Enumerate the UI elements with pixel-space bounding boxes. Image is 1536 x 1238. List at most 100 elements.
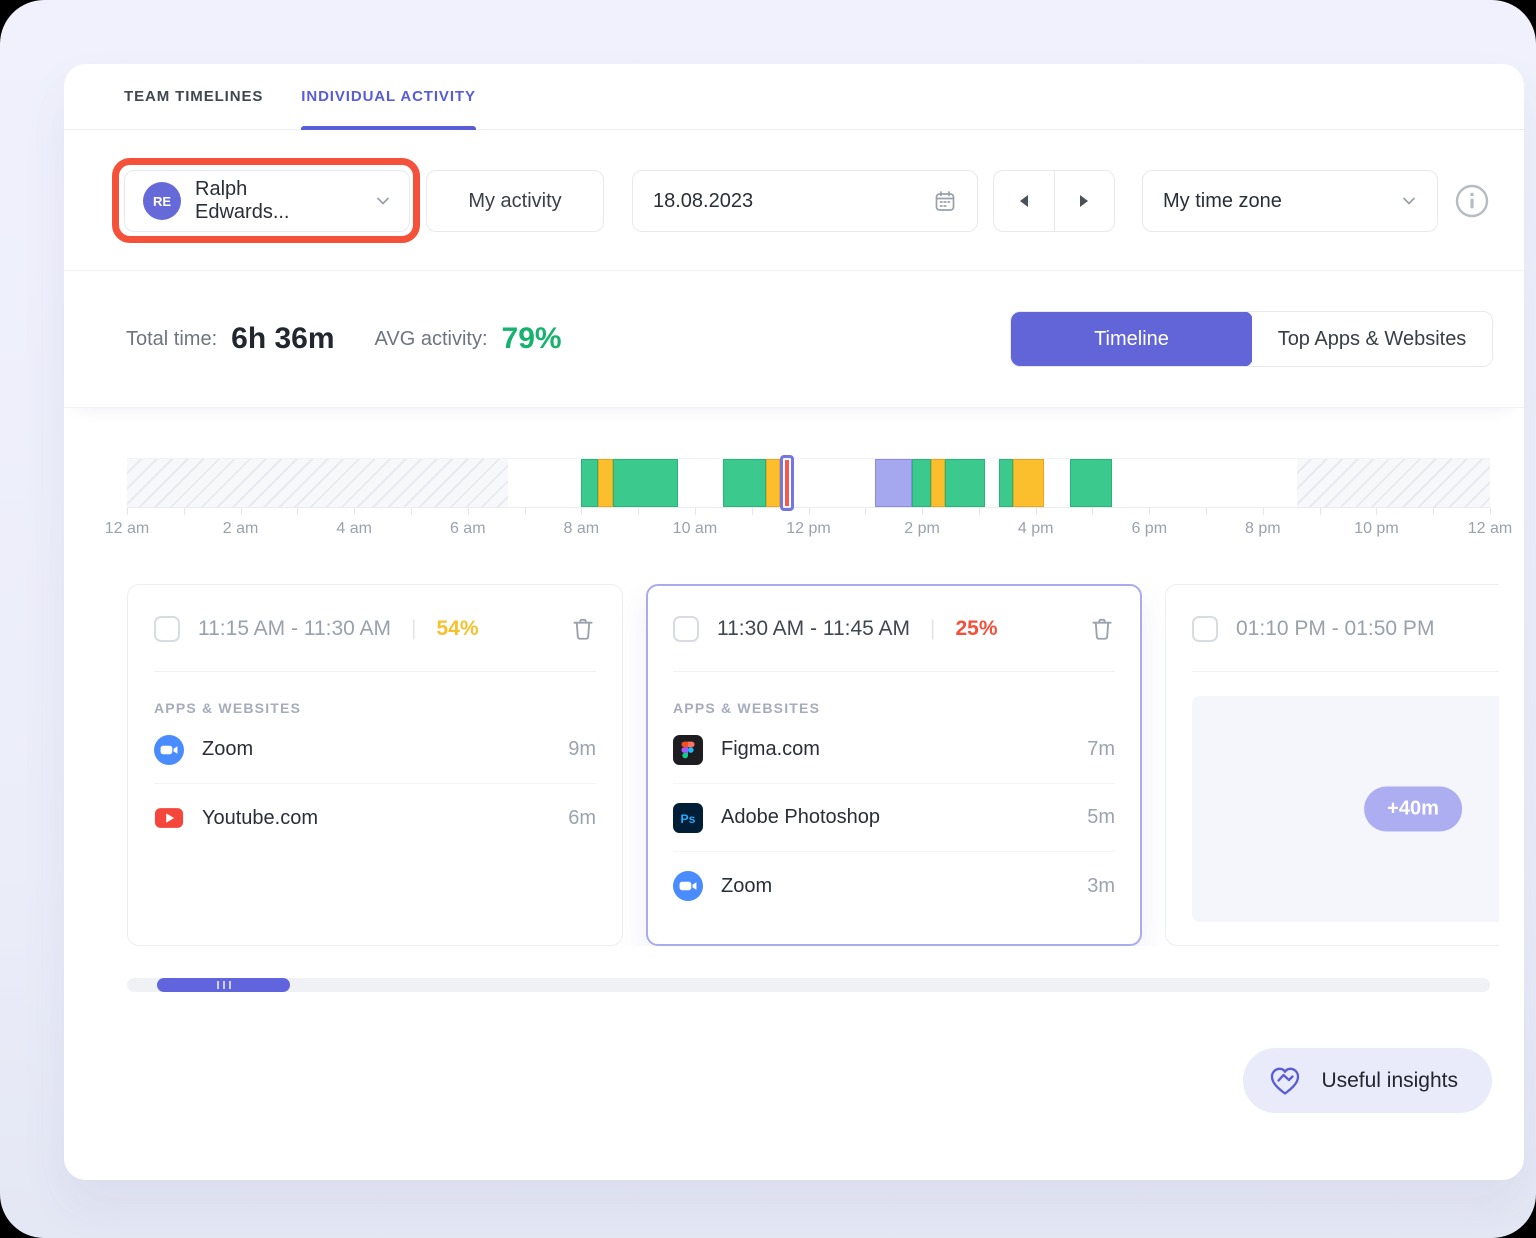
insights-label: Useful insights [1321, 1068, 1458, 1092]
timeline-segment-manual[interactable] [874, 459, 913, 507]
axis-label: 6 pm [1131, 520, 1168, 537]
axis-label: 6 am [449, 520, 486, 537]
caret-right-icon [1080, 195, 1089, 207]
timezone-value: My time zone [1163, 189, 1282, 212]
timeline-segment-idle[interactable] [598, 459, 613, 507]
my-activity-button[interactable]: My activity [426, 170, 604, 232]
axis-label: 4 pm [1017, 520, 1054, 537]
summary-bar: Total time: 6h 36m AVG activity: 79% Tim… [64, 271, 1524, 408]
axis-tick [1092, 508, 1094, 515]
cards-scrollbar-thumb[interactable] [157, 978, 290, 992]
avg-activity-label: AVG activity: [374, 327, 488, 350]
apps-section-label: APPS & WEBSITES [673, 700, 821, 716]
timeline-segment-productive[interactable] [723, 459, 766, 507]
app-name: Figma.com [721, 738, 820, 760]
app-name: Zoom [202, 738, 254, 760]
previous-day-button[interactable] [994, 171, 1054, 231]
app-duration: 5m [1087, 806, 1115, 828]
timeline-axis: 12 am 2 am 4 am 6 am 8 am 10 am 12 pm 2 pm 4 pm 6… [105, 508, 1512, 544]
axis-tick [638, 508, 640, 515]
axis-tick [467, 508, 469, 515]
interval-card[interactable]: 11:15 AM - 11:30 AM | 54% APPS & WEBSITE… [127, 584, 623, 946]
axis-label: 2 pm [904, 520, 940, 537]
interval-checkbox[interactable] [154, 616, 180, 642]
axis-tick [1262, 508, 1264, 515]
app-name: Zoom [721, 874, 773, 897]
timeline-segment-idle[interactable] [1012, 459, 1045, 507]
chevron-down-icon [375, 193, 391, 209]
timeline-segment-productive[interactable] [1069, 459, 1113, 507]
next-day-button[interactable] [1055, 171, 1115, 231]
interval-checkbox[interactable] [1192, 616, 1218, 642]
apps-section-label: APPS & WEBSITES [154, 700, 302, 716]
zoom-icon [673, 871, 703, 901]
info-icon[interactable] [1455, 184, 1489, 218]
interval-activity-percent: 25% [955, 617, 998, 640]
axis-label: 12 am [104, 520, 150, 537]
toggle-top-apps[interactable]: Top Apps & Websites [1252, 312, 1492, 366]
timeline-segment-productive[interactable] [912, 459, 931, 507]
axis-tick [1035, 508, 1037, 515]
user-dropdown-value: Ralph Edwards... [195, 178, 290, 223]
timeline-segment-productive[interactable] [581, 459, 599, 507]
axis-label: 8 am [563, 520, 600, 537]
date-picker[interactable]: 18.08.2023 [632, 170, 978, 232]
timeline-segment-productive[interactable] [944, 459, 985, 507]
calendar-icon [933, 189, 957, 213]
main-panel: TEAM TIMELINES INDIVIDUAL ACTIVITY RE Ra… [64, 64, 1524, 1180]
timeline-segment-untracked[interactable] [127, 459, 508, 507]
app-duration: 7m [1087, 738, 1115, 760]
trash-icon[interactable] [570, 616, 596, 642]
interval-checkbox[interactable] [673, 616, 699, 642]
view-toggle: Timeline Top Apps & Websites [1010, 311, 1493, 367]
timeline-segment-productive[interactable] [998, 459, 1013, 507]
user-dropdown[interactable]: RE Ralph Edwards... [112, 158, 420, 243]
timeline-segment-idle[interactable] [930, 459, 945, 507]
axis-tick [354, 508, 356, 515]
axis-tick [865, 508, 867, 515]
interval-activity-percent: 54% [436, 617, 479, 640]
svg-text:Ps: Ps [681, 812, 696, 826]
tab-bar: TEAM TIMELINES INDIVIDUAL ACTIVITY [64, 64, 1524, 130]
trash-icon[interactable] [1089, 616, 1115, 642]
interval-cards-row: 11:15 AM - 11:30 AM | 54% APPS & WEBSITE… [127, 584, 1499, 946]
timeline-segment-idle[interactable] [765, 459, 781, 507]
avatar: RE [143, 182, 181, 220]
cards-scrollbar-track[interactable] [127, 978, 1490, 992]
axis-tick [751, 508, 753, 515]
axis-tick [410, 508, 412, 515]
timeline-segment-low-selected[interactable] [780, 455, 795, 511]
app-row: Youtube.com 6m [154, 784, 596, 852]
axis-label: 12 am [1467, 520, 1513, 537]
axis-tick [127, 508, 128, 515]
interval-card-manual[interactable]: 01:10 PM - 01:50 PM +40m [1165, 584, 1499, 946]
zoom-icon [154, 734, 184, 765]
figma-icon [673, 734, 703, 765]
tab-team-timelines[interactable]: TEAM TIMELINES [124, 88, 264, 105]
timeline-segment-untracked[interactable] [1296, 459, 1490, 507]
app-duration: 9m [568, 738, 596, 760]
avg-activity-value: 79% [501, 322, 562, 355]
axis-tick [1376, 508, 1378, 515]
useful-insights-button[interactable]: Useful insights [1243, 1048, 1492, 1113]
axis-label: 4 am [336, 520, 372, 537]
timeline-segment-productive[interactable] [612, 459, 678, 507]
filter-toolbar: RE Ralph Edwards... My activity 18.08.20… [64, 130, 1524, 271]
axis-tick [694, 508, 696, 515]
axis-tick [1433, 508, 1435, 515]
tab-individual-activity[interactable]: INDIVIDUAL ACTIVITY [301, 64, 476, 130]
app-row: Ps Adobe Photoshop 5m [673, 784, 1115, 852]
toggle-timeline[interactable]: Timeline [1011, 312, 1253, 366]
interval-time: 11:30 AM - 11:45 AM [717, 617, 910, 640]
axis-tick [240, 508, 242, 515]
axis-label: 10 am [672, 520, 718, 537]
axis-tick [1490, 508, 1491, 515]
date-value: 18.08.2023 [653, 189, 754, 212]
timezone-dropdown[interactable]: My time zone [1142, 170, 1438, 232]
app-row: Figma.com 7m [673, 716, 1115, 784]
axis-tick [183, 508, 185, 515]
axis-label: 12 pm [786, 520, 831, 537]
interval-card-selected[interactable]: 11:30 AM - 11:45 AM | 25% APPS & WEBSITE… [646, 584, 1142, 946]
axis-tick [1206, 508, 1208, 515]
